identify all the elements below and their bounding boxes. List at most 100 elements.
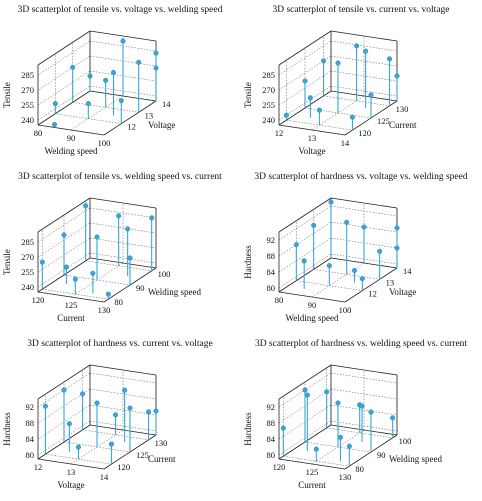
data-point xyxy=(377,248,383,254)
data-point xyxy=(313,446,319,452)
scatter3d-chart-2: 3D scatterplot of tensile vs. current vs… xyxy=(243,4,450,156)
x-tick-label: 100 xyxy=(98,138,111,148)
data-point xyxy=(387,56,393,62)
data-point xyxy=(394,245,400,251)
back-grid-z xyxy=(89,222,157,234)
data-point xyxy=(83,203,89,209)
data-point xyxy=(52,101,58,107)
x-tick-label: 90 xyxy=(67,133,76,143)
z-tick-label: 270 xyxy=(21,252,34,262)
back-grid-z xyxy=(89,404,157,416)
x-tick-label: 100 xyxy=(339,305,352,315)
x-tick-label: 14 xyxy=(341,138,350,148)
frame-edge xyxy=(278,291,346,303)
x-tick-label: 130 xyxy=(339,472,352,482)
data-point xyxy=(361,224,367,230)
x-tick-label: 125 xyxy=(306,467,319,477)
frame-edge xyxy=(330,90,398,102)
data-point xyxy=(354,43,360,49)
z-tick-label: 84 xyxy=(267,267,276,277)
data-point xyxy=(127,405,133,411)
frame-edge xyxy=(89,424,157,436)
y-axis-label: Welding speed xyxy=(148,287,202,297)
frame-edge xyxy=(89,197,157,209)
x-tick-label: 12 xyxy=(275,128,284,138)
data-point xyxy=(363,48,369,54)
chart-panel-1: 3D scatterplot of tensile vs. voltage vs… xyxy=(0,0,241,167)
frame-edge xyxy=(278,30,332,66)
data-point xyxy=(335,60,341,66)
data-point xyxy=(335,400,341,406)
data-point xyxy=(66,421,72,427)
x-tick-label: 80 xyxy=(34,128,43,138)
data-point xyxy=(293,242,299,248)
back-grid-z xyxy=(330,40,398,52)
y-tick-label: 100 xyxy=(158,269,171,279)
chart-panel-2: 3D scatterplot of tensile vs. current vs… xyxy=(241,0,482,167)
data-point xyxy=(94,400,100,406)
scatter3d-chart-5: 3D scatterplot of hardness vs. current v… xyxy=(2,338,213,490)
chart-title: 3D scatterplot of tensile vs. current vs… xyxy=(272,4,449,15)
back-grid-z xyxy=(330,404,398,416)
x-axis-label: Voltage xyxy=(298,146,325,156)
y-tick-label: 13 xyxy=(386,277,395,287)
x-tick-label: 125 xyxy=(65,300,78,310)
data-point xyxy=(72,276,78,282)
y-axis-label: Voltage xyxy=(148,120,175,130)
chart-panel-6: 3D scatterplot of hardness vs. welding s… xyxy=(241,334,482,501)
y-tick-label: 14 xyxy=(403,266,412,276)
z-tick-label: 88 xyxy=(267,251,276,261)
y-tick-label: 120 xyxy=(117,462,130,472)
floor-grid-y xyxy=(85,260,152,272)
data-point xyxy=(125,226,131,232)
data-point xyxy=(39,259,45,265)
data-points xyxy=(283,43,400,131)
y-tick-label: 100 xyxy=(399,436,412,446)
data-point xyxy=(283,112,289,118)
data-point xyxy=(301,258,307,264)
data-point xyxy=(316,107,322,113)
x-tick-label: 14 xyxy=(100,472,109,482)
x-axis-label: Current xyxy=(298,480,326,490)
y-tick-label: 125 xyxy=(136,450,149,460)
data-point xyxy=(324,389,330,395)
data-point xyxy=(302,78,308,84)
left-grid-z xyxy=(37,207,91,243)
z-tick-label: 255 xyxy=(21,100,34,110)
data-point xyxy=(149,215,155,221)
y-tick-label: 130 xyxy=(155,438,168,448)
z-tick-label: 84 xyxy=(267,434,276,444)
data-point xyxy=(116,213,122,219)
scatter3d-chart-4: 3D scatterplot of hardness vs. voltage v… xyxy=(243,171,468,323)
x-axis-label: Welding speed xyxy=(285,313,339,323)
data-point xyxy=(280,425,286,431)
data-point xyxy=(302,387,308,393)
frame-edge xyxy=(278,197,332,233)
data-point xyxy=(122,387,128,393)
z-axis-label: Hardness xyxy=(243,412,253,446)
floor-grid-y xyxy=(326,427,393,439)
frame-edge xyxy=(89,364,157,376)
y-axis-label: Welding speed xyxy=(389,454,443,464)
back-grid-z xyxy=(89,420,157,432)
frame-edge xyxy=(37,458,105,470)
left-grid-z xyxy=(37,40,91,76)
data-point xyxy=(153,408,159,414)
x-tick-label: 120 xyxy=(32,295,45,305)
frame-edge xyxy=(37,291,105,303)
back-grid-z xyxy=(89,388,157,400)
z-tick-label: 88 xyxy=(26,418,35,428)
data-point xyxy=(61,387,67,393)
data-point xyxy=(94,234,100,240)
y-tick-label: 14 xyxy=(162,99,171,109)
back-grid-z xyxy=(89,207,157,219)
floor-grid-y xyxy=(313,269,380,280)
data-point xyxy=(75,444,81,450)
data-point xyxy=(359,403,365,409)
z-tick-label: 240 xyxy=(21,282,34,292)
x-tick-label: 13 xyxy=(308,133,317,143)
data-point xyxy=(311,222,317,228)
data-point xyxy=(346,443,352,449)
back-grid-z xyxy=(330,55,398,67)
back-grid-z xyxy=(89,372,157,384)
